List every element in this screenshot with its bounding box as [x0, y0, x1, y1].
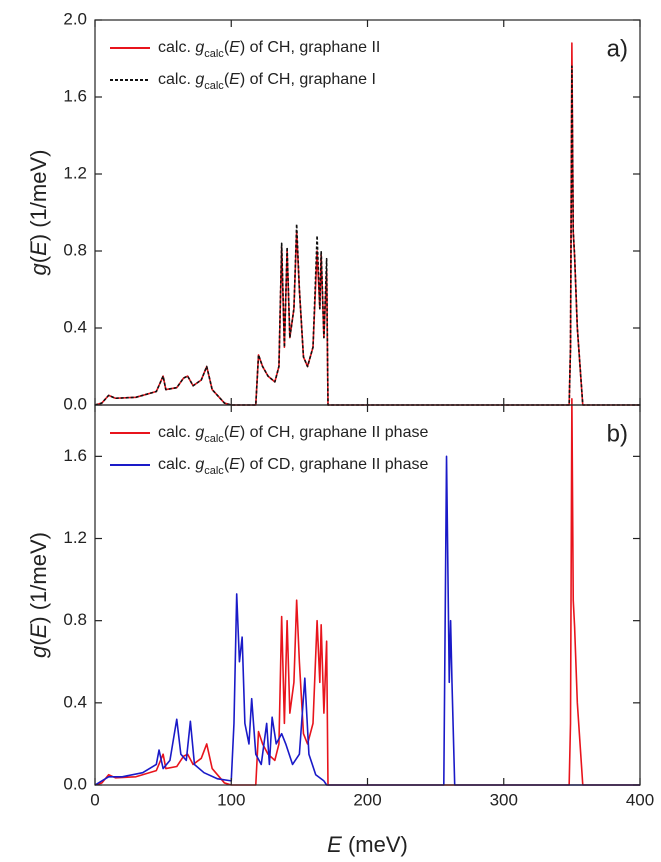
x-axis-label: E (meV)	[327, 832, 408, 857]
y-tick-label: 1.6	[63, 446, 87, 465]
y-tick-label: 1.2	[63, 528, 87, 547]
panel-label: a)	[607, 35, 628, 62]
legend-label: calc. gcalc(E) of CD, graphane II phase	[158, 456, 428, 477]
y-tick-label: 2.0	[63, 9, 87, 28]
x-tick-label: 300	[490, 790, 518, 809]
x-tick-label: 0	[90, 790, 99, 809]
y-axis-label: g(E) (1/meV)	[26, 532, 51, 658]
legend-label: calc. gcalc(E) of CH, graphane II phase	[158, 424, 428, 445]
y-tick-label: 0.8	[63, 610, 87, 629]
y-tick-label: 0.4	[63, 692, 87, 711]
series-line	[94, 65, 640, 406]
series-line	[94, 42, 640, 406]
x-tick-label: 100	[217, 790, 245, 809]
y-tick-label: 0.0	[63, 394, 87, 413]
panel-label: b)	[607, 420, 628, 447]
y-axis-label: g(E) (1/meV)	[26, 150, 51, 276]
legend-label: calc. gcalc(E) of CH, graphane II	[158, 39, 380, 60]
y-tick-label: 0.0	[63, 774, 87, 793]
y-tick-label: 0.8	[63, 240, 87, 259]
legend-label: calc. gcalc(E) of CH, graphane I	[158, 71, 376, 92]
y-tick-label: 1.6	[63, 86, 87, 105]
x-tick-label: 200	[353, 790, 381, 809]
y-tick-label: 1.2	[63, 163, 87, 182]
y-tick-label: 0.4	[63, 317, 87, 336]
series-line	[94, 455, 640, 786]
x-tick-label: 400	[626, 790, 654, 809]
